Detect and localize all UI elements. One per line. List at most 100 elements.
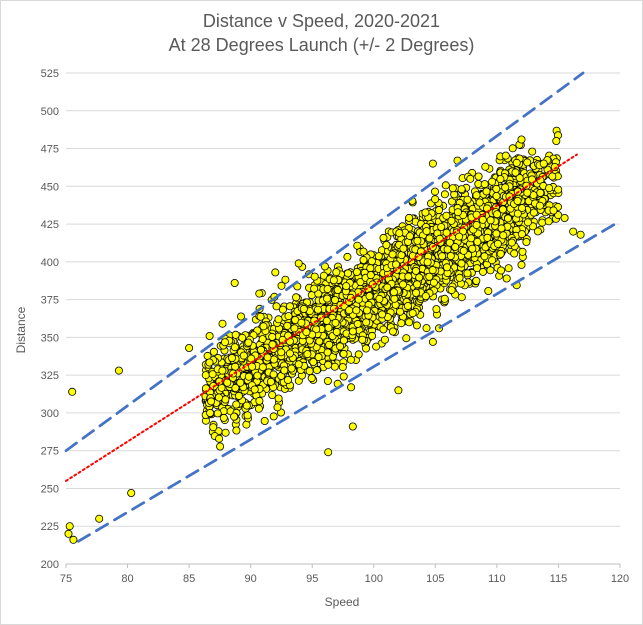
data-point — [554, 185, 563, 194]
data-point — [512, 158, 521, 167]
data-point — [498, 205, 507, 214]
data-point — [518, 204, 527, 213]
data-point — [421, 292, 430, 301]
data-point — [411, 266, 420, 275]
data-point — [346, 355, 355, 364]
data-point — [511, 168, 520, 177]
data-point — [256, 312, 265, 321]
data-point — [504, 264, 513, 273]
data-point — [294, 360, 303, 369]
data-point — [404, 272, 413, 281]
x-tick-label: 100 — [365, 573, 383, 585]
chart-title: Distance v Speed, 2020-2021 — [202, 11, 441, 31]
data-point — [223, 378, 232, 387]
data-point — [201, 371, 210, 380]
data-point — [127, 488, 136, 497]
data-point — [68, 387, 77, 396]
data-point — [256, 345, 265, 354]
data-point — [522, 237, 531, 246]
data-point — [501, 183, 510, 192]
data-point — [502, 274, 511, 283]
data-point — [269, 370, 278, 379]
data-point — [236, 312, 245, 321]
data-point — [213, 409, 222, 418]
data-point — [230, 343, 239, 352]
data-point — [451, 242, 460, 251]
data-point — [323, 348, 332, 357]
data-point — [398, 280, 407, 289]
data-point — [391, 260, 400, 269]
data-point — [361, 344, 370, 353]
data-point — [396, 307, 405, 316]
data-point — [459, 246, 468, 255]
data-point — [473, 237, 482, 246]
data-point — [365, 292, 374, 301]
data-point — [508, 144, 517, 153]
data-point — [258, 335, 267, 344]
data-point — [352, 267, 361, 276]
data-point — [539, 159, 548, 168]
data-point — [290, 324, 299, 333]
data-point — [428, 337, 437, 346]
data-point — [397, 251, 406, 260]
data-point — [343, 252, 352, 261]
data-point — [399, 244, 408, 253]
x-tick-labels: 75 80 85 90 95 100 105 110 115 120 — [60, 573, 629, 585]
data-point — [379, 233, 388, 242]
data-point — [244, 372, 253, 381]
data-point — [313, 305, 322, 314]
data-point — [440, 190, 449, 199]
data-point — [523, 188, 532, 197]
data-point — [421, 208, 430, 217]
data-point — [528, 147, 537, 156]
data-point — [259, 322, 268, 331]
data-point — [220, 338, 229, 347]
data-point — [434, 206, 443, 215]
data-point — [325, 340, 334, 349]
y-tick-label: 475 — [41, 144, 59, 156]
data-point — [415, 273, 424, 282]
data-point — [209, 423, 218, 432]
data-point — [232, 426, 241, 435]
y-tick-label: 425 — [41, 219, 59, 231]
x-tick-label: 75 — [60, 573, 72, 585]
data-point — [437, 222, 446, 231]
data-point — [208, 370, 217, 379]
data-point — [221, 428, 230, 437]
x-tick-label: 95 — [306, 573, 318, 585]
data-point — [538, 218, 547, 227]
data-point — [372, 342, 381, 351]
data-point — [397, 319, 406, 328]
data-point — [284, 312, 293, 321]
data-point — [488, 177, 497, 186]
data-point — [283, 321, 292, 330]
data-point — [231, 383, 240, 392]
data-point — [329, 276, 338, 285]
data-point — [405, 232, 414, 241]
data-point — [412, 288, 421, 297]
data-point — [366, 271, 375, 280]
y-tick-label: 500 — [41, 106, 59, 118]
data-point — [443, 245, 452, 254]
data-point — [272, 302, 281, 311]
data-point — [185, 343, 194, 352]
data-point — [230, 412, 239, 421]
data-point — [231, 330, 240, 339]
data-point — [278, 305, 287, 314]
data-point — [395, 229, 404, 238]
data-point — [244, 338, 253, 347]
data-point — [423, 258, 432, 267]
data-point — [250, 385, 259, 394]
data-point — [315, 337, 324, 346]
data-point — [496, 175, 505, 184]
data-point — [390, 294, 399, 303]
data-point — [513, 209, 522, 218]
x-tick-label: 105 — [426, 573, 444, 585]
data-point — [368, 331, 377, 340]
data-point — [466, 174, 475, 183]
data-point — [353, 319, 362, 328]
data-point — [468, 244, 477, 253]
data-point — [472, 220, 481, 229]
data-point — [280, 366, 289, 375]
data-point — [488, 256, 497, 265]
